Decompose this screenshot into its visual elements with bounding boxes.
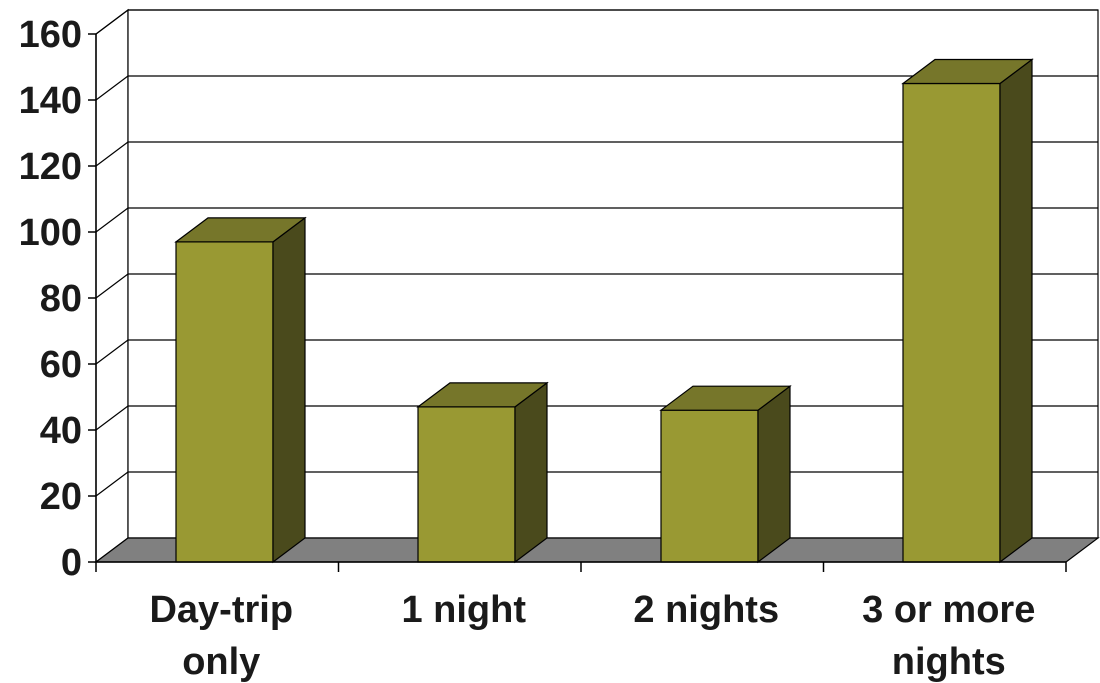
x-tick-label-line: 1 night (401, 589, 526, 631)
y-tick-label: 40 (40, 410, 82, 452)
x-axis-ticks: Day-trip only 1 night 2 nights 3 or more nigh… (95, 562, 1067, 683)
x-tick-label-line: only (182, 641, 260, 683)
bar-front (902, 82, 1001, 563)
gridline-left-wall (95, 273, 129, 299)
bar-side (514, 381, 548, 564)
y-tick-label: 160 (19, 14, 82, 56)
gridline-left-wall (95, 471, 129, 497)
gridline-left-wall (95, 339, 129, 365)
bar (901, 58, 1034, 564)
x-tick-label-line: nights (892, 641, 1006, 683)
y-tick-label: 120 (19, 146, 82, 188)
x-tick-label: 2 nights (633, 589, 779, 631)
y-tick-label: 60 (40, 344, 82, 386)
bar-top (659, 385, 792, 411)
bars (174, 58, 1034, 564)
bar-front (417, 406, 516, 563)
x-tick-label-line: 3 or more (862, 589, 1035, 631)
bar-side (272, 216, 306, 564)
x-tick-label: Day-trip only (149, 589, 293, 683)
gridline-left-wall (95, 9, 129, 35)
x-tick-label: 1 night (401, 589, 526, 631)
y-axis-ticks: 0 20 40 60 80 100 120 140 160 (19, 14, 96, 584)
bar (174, 216, 307, 564)
bar-front (175, 241, 274, 563)
y-tick-label: 0 (61, 542, 82, 584)
gridline-left-wall (95, 141, 129, 167)
bar-side (757, 385, 791, 564)
gridline-left-wall (95, 405, 129, 431)
bar-top (901, 58, 1034, 85)
x-tick-label: 3 or more nights (862, 589, 1035, 683)
y-tick-label: 80 (40, 278, 82, 320)
bar-top (174, 217, 307, 243)
x-tick-label-line: 2 nights (633, 589, 779, 631)
bar (659, 385, 792, 564)
bar-side (999, 58, 1033, 564)
y-tick-label: 100 (19, 212, 82, 254)
x-tick-label-line: Day-trip (149, 589, 293, 631)
bar-top (416, 382, 549, 408)
gridline-left-wall (95, 75, 129, 101)
y-tick-label: 140 (19, 80, 82, 122)
bar (416, 381, 549, 564)
bar-front (660, 409, 759, 563)
gridline-left-wall (95, 207, 129, 233)
y-tick-label: 20 (40, 476, 82, 518)
